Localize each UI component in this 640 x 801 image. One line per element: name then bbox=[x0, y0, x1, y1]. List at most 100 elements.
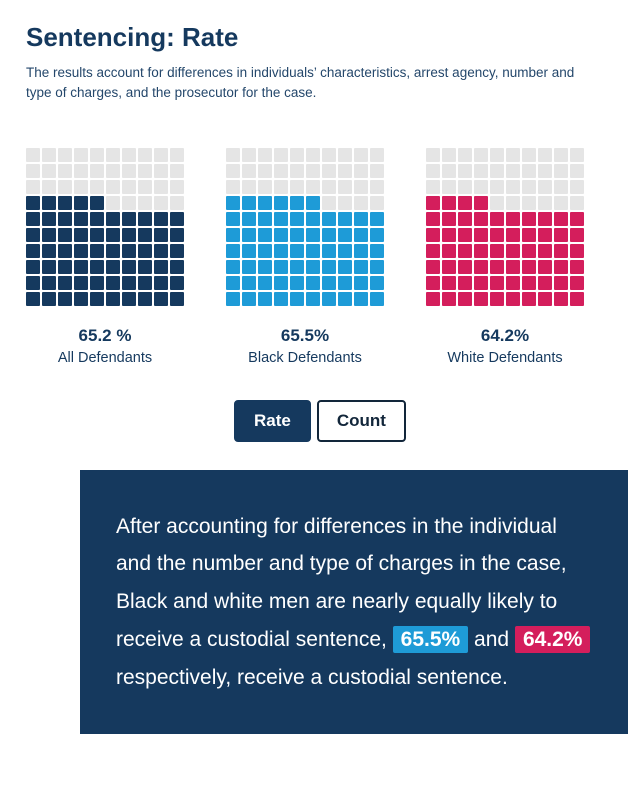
waffle-square bbox=[154, 243, 168, 258]
waffle-square bbox=[306, 195, 320, 210]
waffle-square bbox=[26, 227, 40, 242]
waffle-square bbox=[554, 291, 568, 306]
waffle-square bbox=[154, 275, 168, 290]
waffle-square bbox=[306, 163, 320, 178]
waffle-square bbox=[26, 163, 40, 178]
waffle-square bbox=[170, 275, 184, 290]
waffle-square bbox=[122, 179, 136, 194]
waffle-square bbox=[26, 291, 40, 306]
waffle-square bbox=[42, 243, 56, 258]
page: Sentencing: Rate The results account for… bbox=[26, 22, 628, 735]
waffle-square bbox=[442, 227, 456, 242]
info-text-segment: respectively, receive a custodial senten… bbox=[116, 665, 508, 689]
waffle-square bbox=[226, 147, 240, 162]
waffle-square bbox=[242, 259, 256, 274]
waffle-square bbox=[274, 243, 288, 258]
waffle-square bbox=[154, 147, 168, 162]
waffle-square bbox=[370, 259, 384, 274]
waffle-square bbox=[122, 147, 136, 162]
waffle-square bbox=[370, 147, 384, 162]
waffle-square bbox=[322, 259, 336, 274]
waffle-square bbox=[74, 179, 88, 194]
waffle-square bbox=[458, 147, 472, 162]
count-button[interactable]: Count bbox=[316, 399, 406, 442]
waffle-square bbox=[442, 211, 456, 226]
waffle-square bbox=[306, 147, 320, 162]
waffle-square bbox=[170, 195, 184, 210]
waffle-square bbox=[242, 163, 256, 178]
waffle-square bbox=[242, 211, 256, 226]
waffle-square bbox=[522, 259, 536, 274]
waffle-square bbox=[522, 179, 536, 194]
waffle-square bbox=[490, 259, 504, 274]
waffle-square bbox=[122, 291, 136, 306]
rate-button[interactable]: Rate bbox=[234, 399, 311, 442]
waffle-square bbox=[354, 163, 368, 178]
waffle-square bbox=[354, 147, 368, 162]
waffle-square bbox=[74, 163, 88, 178]
waffle-square bbox=[506, 227, 520, 242]
waffle-square bbox=[522, 291, 536, 306]
waffle-square bbox=[122, 211, 136, 226]
waffle-square bbox=[170, 291, 184, 306]
waffle-square bbox=[322, 163, 336, 178]
waffle-square bbox=[42, 179, 56, 194]
waffle-square bbox=[506, 163, 520, 178]
waffle-chart-black-defendants: 65.5% Black Defendants bbox=[226, 147, 384, 366]
waffle-square bbox=[90, 275, 104, 290]
waffle-square bbox=[506, 275, 520, 290]
waffle-square bbox=[442, 179, 456, 194]
series-label: All Defendants bbox=[57, 349, 153, 366]
waffle-square bbox=[258, 163, 272, 178]
waffle-square bbox=[554, 259, 568, 274]
waffle-square bbox=[338, 227, 352, 242]
waffle-square bbox=[338, 163, 352, 178]
waffle-square bbox=[170, 227, 184, 242]
waffle-square bbox=[506, 179, 520, 194]
waffle-square bbox=[338, 275, 352, 290]
waffle-square bbox=[338, 147, 352, 162]
waffle-square bbox=[426, 243, 440, 258]
waffle-square bbox=[258, 179, 272, 194]
waffle-square bbox=[42, 291, 56, 306]
waffle-square bbox=[226, 227, 240, 242]
waffle-square bbox=[354, 227, 368, 242]
waffle-square bbox=[426, 211, 440, 226]
waffle-square bbox=[242, 179, 256, 194]
waffle-square bbox=[490, 147, 504, 162]
waffle-square bbox=[26, 147, 40, 162]
waffle-square bbox=[554, 211, 568, 226]
waffle-square bbox=[306, 243, 320, 258]
waffle-square bbox=[338, 179, 352, 194]
waffle-square bbox=[226, 291, 240, 306]
waffle-square bbox=[42, 147, 56, 162]
waffle-square bbox=[426, 227, 440, 242]
waffle-square bbox=[58, 275, 72, 290]
waffle-square bbox=[322, 147, 336, 162]
waffle-square bbox=[426, 163, 440, 178]
waffle-square bbox=[74, 259, 88, 274]
waffle-square bbox=[338, 211, 352, 226]
waffle-square bbox=[274, 147, 288, 162]
waffle-square bbox=[458, 179, 472, 194]
waffle-square bbox=[554, 275, 568, 290]
waffle-square bbox=[570, 227, 584, 242]
page-title: Sentencing: Rate bbox=[26, 22, 239, 52]
waffle-square bbox=[522, 163, 536, 178]
waffle-square bbox=[226, 211, 240, 226]
waffle-square bbox=[154, 211, 168, 226]
info-box: After accounting for differences in the … bbox=[80, 469, 628, 735]
waffle-square bbox=[474, 275, 488, 290]
waffle-square bbox=[538, 275, 552, 290]
waffle-square bbox=[122, 195, 136, 210]
waffle-square bbox=[290, 275, 304, 290]
waffle-square bbox=[538, 163, 552, 178]
waffle-square bbox=[106, 147, 120, 162]
waffle-square bbox=[26, 195, 40, 210]
page-subtitle: The results account for differences in i… bbox=[26, 65, 575, 101]
waffle-square bbox=[74, 243, 88, 258]
waffle-square bbox=[370, 179, 384, 194]
waffle-square bbox=[426, 275, 440, 290]
waffle-square bbox=[274, 179, 288, 194]
waffle-square bbox=[290, 243, 304, 258]
